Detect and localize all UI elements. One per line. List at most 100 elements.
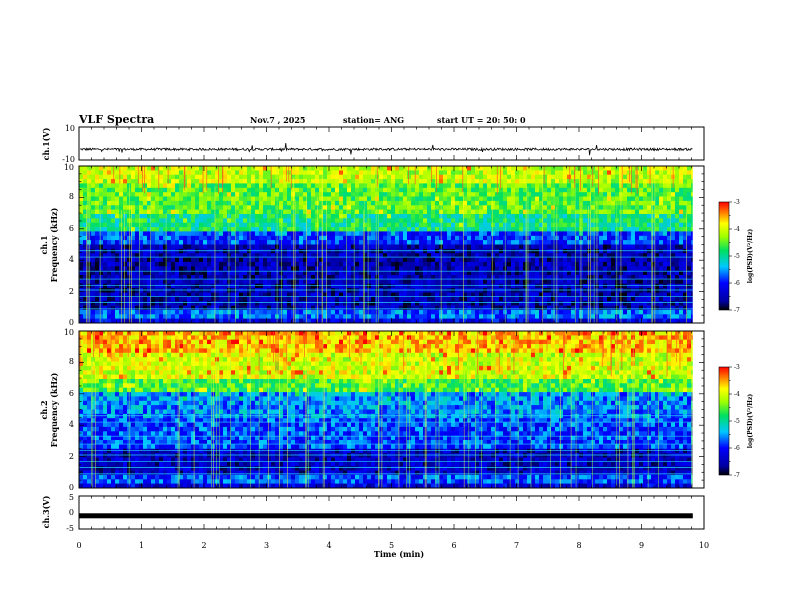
spectrogram-cell bbox=[411, 292, 416, 298]
spectrogram-cell bbox=[535, 288, 540, 293]
spectrogram-cell bbox=[307, 301, 312, 306]
spectrogram-cell bbox=[131, 270, 136, 276]
spectrogram-cell bbox=[403, 179, 408, 184]
spectrogram-cell bbox=[419, 248, 424, 254]
spectrogram-cell bbox=[127, 231, 132, 237]
spectrogram-cell bbox=[375, 222, 380, 228]
spectrogram-cell bbox=[655, 279, 660, 285]
spectrogram-cell bbox=[87, 227, 92, 232]
spectrogram-cell bbox=[139, 248, 144, 254]
spectrogram-cell bbox=[371, 166, 376, 171]
spectrogram-cell bbox=[103, 170, 108, 176]
spectrogram-cell bbox=[475, 214, 480, 219]
spectrogram-cell bbox=[639, 266, 644, 271]
spectrogram-cell bbox=[363, 170, 368, 176]
spectrogram-cell bbox=[567, 187, 572, 193]
spectrogram-cell bbox=[151, 244, 156, 250]
spectrogram-cell bbox=[115, 279, 120, 285]
spectrogram-cell bbox=[195, 235, 200, 241]
spectrogram-cell bbox=[603, 218, 608, 223]
spectrogram-cell bbox=[663, 266, 668, 271]
spectrogram-cell bbox=[459, 179, 464, 184]
spectrogram-cell bbox=[123, 261, 128, 267]
spectrogram-cell bbox=[143, 279, 148, 285]
spectrogram-cell bbox=[531, 231, 536, 237]
spectrogram-cell bbox=[231, 261, 236, 267]
spectrogram-cell bbox=[91, 292, 96, 298]
spectrogram-cell bbox=[667, 240, 672, 245]
spectrogram-cell bbox=[95, 170, 100, 176]
spectrogram-cell bbox=[187, 218, 192, 223]
spectrogram-cell bbox=[203, 200, 208, 206]
spectrogram-cell bbox=[587, 179, 592, 184]
spectrogram-cell bbox=[667, 205, 672, 210]
spectrogram-cell bbox=[407, 283, 412, 289]
spectrogram-cell bbox=[155, 227, 160, 232]
spectrogram-cell bbox=[155, 301, 160, 306]
spectrogram-cell bbox=[479, 183, 484, 189]
spectrogram-cell bbox=[171, 266, 176, 271]
spectrogram-cell bbox=[463, 292, 468, 298]
spectrogram-cell bbox=[647, 231, 652, 237]
spectrogram-cell bbox=[251, 270, 256, 276]
spectrogram-cell bbox=[187, 209, 192, 215]
spectrogram-cell bbox=[615, 192, 620, 197]
spectrogram-cell bbox=[511, 183, 516, 189]
spectrogram-cell bbox=[259, 205, 264, 210]
spectrogram-cell bbox=[691, 200, 693, 206]
spectrogram-cell bbox=[99, 253, 104, 258]
spectrogram-cell bbox=[315, 209, 320, 215]
spectrogram-cell bbox=[367, 231, 372, 237]
spectrogram-cell bbox=[463, 296, 468, 302]
spectrogram-cell bbox=[203, 227, 208, 232]
spectrogram-cell bbox=[691, 240, 693, 245]
spectrogram-cell bbox=[271, 174, 276, 180]
spectrogram-cell bbox=[547, 257, 552, 263]
spectrogram-cell bbox=[127, 270, 132, 276]
spectrogram-cell bbox=[291, 192, 296, 197]
spectrogram-cell bbox=[691, 248, 693, 254]
spectrogram-cell bbox=[423, 261, 428, 267]
spectrogram-cell bbox=[427, 292, 432, 298]
spectrogram-cell bbox=[611, 296, 616, 302]
spectrogram-cell bbox=[655, 196, 660, 202]
spectrogram-cell bbox=[211, 283, 216, 289]
spectrogram-cell bbox=[547, 179, 552, 184]
spectrogram-cell bbox=[655, 261, 660, 267]
spectrogram-cell bbox=[135, 261, 140, 267]
spectrogram-cell bbox=[563, 166, 568, 171]
spectrogram-cell bbox=[327, 253, 332, 258]
spectrogram-cell bbox=[431, 209, 436, 215]
spectrogram-cell bbox=[635, 227, 640, 232]
spectrogram-cell bbox=[103, 227, 108, 232]
spectrogram-cell bbox=[311, 183, 316, 189]
spectrogram-cell bbox=[587, 261, 592, 267]
spectrogram-cell bbox=[507, 261, 512, 267]
spectrogram-cell bbox=[535, 270, 540, 276]
spectrogram-cell bbox=[95, 222, 100, 228]
spectrogram-cell bbox=[315, 288, 320, 293]
spectrogram-cell bbox=[627, 240, 632, 245]
spectrogram-cell bbox=[427, 266, 432, 271]
spectrogram-cell bbox=[331, 166, 336, 171]
spectrogram-cell bbox=[139, 296, 144, 302]
spectrogram-cell bbox=[607, 187, 612, 193]
spectrogram-cell bbox=[99, 275, 104, 280]
spectrogram-cell bbox=[531, 218, 536, 223]
spectrogram-cell bbox=[215, 214, 220, 219]
spectrogram-cell bbox=[411, 301, 416, 306]
spectrogram-cell bbox=[179, 292, 184, 298]
spectrogram-cell bbox=[135, 288, 140, 293]
spectrogram-cell bbox=[543, 257, 548, 263]
spectrogram-cell bbox=[355, 231, 360, 237]
spectrogram-cell bbox=[303, 301, 308, 306]
spectrogram-cell bbox=[211, 218, 216, 223]
spectrogram-cell bbox=[395, 296, 400, 302]
spectrogram-cell bbox=[415, 187, 420, 193]
spectrogram-cell bbox=[307, 209, 312, 215]
spectrogram-cell bbox=[411, 275, 416, 280]
spectrogram-cell bbox=[147, 292, 152, 298]
spectrogram-cell bbox=[367, 196, 372, 202]
spectrogram-cell bbox=[239, 192, 244, 197]
spectrogram-cell bbox=[159, 209, 164, 215]
